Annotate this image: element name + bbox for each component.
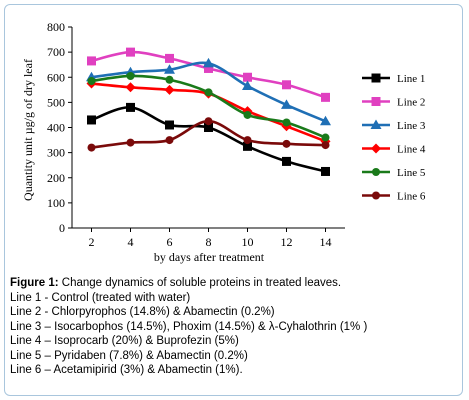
series-6-point <box>282 139 291 148</box>
series-3-point <box>203 57 214 68</box>
figure-caption: Figure 1: Change dynamics of soluble pro… <box>10 276 460 378</box>
caption-line-6: Line 6 – Acetamipirid (3%) & Abamectin (… <box>10 364 243 376</box>
x-axis-ticks: 2 4 6 8 10 12 14 <box>89 228 332 249</box>
legend-series-4-swatch-marker <box>371 143 381 154</box>
series-5-point <box>165 75 174 84</box>
x-tick-label: 10 <box>242 235 254 249</box>
series-1-point <box>282 156 291 166</box>
y-tick-label: 400 <box>47 121 65 135</box>
legend-series-6-label: Line 6 <box>397 191 426 203</box>
x-tick-label: 4 <box>128 235 134 249</box>
y-tick-label: 100 <box>47 196 65 210</box>
series-2-point <box>126 47 135 57</box>
series-2-point <box>243 72 252 82</box>
series-1-point <box>204 123 213 132</box>
x-tick-label: 14 <box>320 235 332 249</box>
series-5-point <box>243 110 252 119</box>
series-2-point <box>87 56 96 66</box>
y-tick-label: 700 <box>47 45 65 59</box>
series-2-point <box>204 63 213 73</box>
y-tick-label: 600 <box>47 70 65 84</box>
series-group <box>86 47 331 176</box>
caption-line-5: Line 5 – Pyridaben (7.8%) & Abamectin (0… <box>10 349 248 362</box>
y-tick-label: 0 <box>59 221 65 235</box>
series-1-point <box>87 115 96 125</box>
legend-series-3-label: Line 3 <box>397 120 426 132</box>
y-axis-label: Quantity unit µg/g of dry leaf <box>21 59 35 201</box>
series-6-point <box>87 143 96 152</box>
series-6-point <box>126 138 135 147</box>
series-2-point <box>321 92 330 102</box>
series-6-point <box>204 117 213 126</box>
series-1-point <box>165 120 174 130</box>
series-4-point <box>164 84 175 95</box>
legend: Line 1 Line 2 Line 3 Line 4 Line 5 Line 6 <box>362 73 426 203</box>
series-5-point <box>321 133 330 142</box>
caption-title-text: Change dynamics of soluble proteins in t… <box>58 277 342 289</box>
legend-series-4-label: Line 4 <box>397 144 426 156</box>
series-5-point <box>204 88 213 97</box>
legend-series-1-label: Line 1 <box>397 73 425 85</box>
caption-line-1: Line 1 - Control (treated with water) <box>10 291 191 304</box>
y-tick-label: 300 <box>47 146 65 160</box>
series-3-point <box>164 64 175 74</box>
legend-series-3-swatch-marker <box>370 119 382 129</box>
line-chart: 0 100 200 300 400 500 600 700 800 2 4 6 8 10 12 14 Lin… <box>21 20 426 264</box>
caption-line-3: Line 3 – Isocarbophos (14.5%), Phoxim (1… <box>10 320 368 333</box>
caption-line-4: Line 4 – Isoprocarb (20%) & Buprofezin (… <box>10 335 239 347</box>
series-6-point <box>165 136 174 145</box>
caption-label: Figure 1: <box>10 277 59 289</box>
x-tick-label: 8 <box>206 235 212 249</box>
series-1-point <box>126 102 135 112</box>
series-5-point <box>126 71 135 80</box>
series-1-point <box>321 166 330 176</box>
series-5-point <box>282 118 291 127</box>
y-tick-label: 800 <box>47 20 65 34</box>
caption-title: Figure 1: Change dynamics of soluble pro… <box>10 276 460 291</box>
series-6-point <box>243 136 252 145</box>
y-tick-label: 200 <box>47 171 65 185</box>
x-tick-label: 2 <box>89 235 95 249</box>
series-2-point <box>165 53 174 63</box>
series-5-point <box>87 77 96 86</box>
series-6-point <box>321 141 330 150</box>
legend-series-2-label: Line 2 <box>397 97 425 109</box>
x-tick-label: 12 <box>281 235 293 249</box>
legend-series-1-swatch-marker <box>371 73 381 83</box>
y-tick-label: 500 <box>47 95 65 109</box>
x-tick-label: 6 <box>167 235 173 249</box>
series-3-point <box>281 99 292 109</box>
caption-line-2: Line 2 - Chlorpyrophos (14.8%) & Abamect… <box>10 306 275 318</box>
figure-frame <box>4 4 463 396</box>
x-axis-label: by days after treatment <box>154 250 265 264</box>
series-3-point <box>242 80 253 91</box>
series-2-point <box>282 80 291 90</box>
legend-series-6-swatch-marker <box>372 191 380 200</box>
series-1-point <box>243 141 252 151</box>
legend-series-2-swatch-marker <box>371 97 381 106</box>
legend-series-5-swatch-marker <box>372 168 380 176</box>
y-axis-ticks: 0 100 200 300 400 500 600 700 800 <box>47 20 72 235</box>
series-4-point <box>125 82 136 93</box>
series-3-point <box>320 115 331 126</box>
legend-series-5-label: Line 5 <box>397 167 426 179</box>
